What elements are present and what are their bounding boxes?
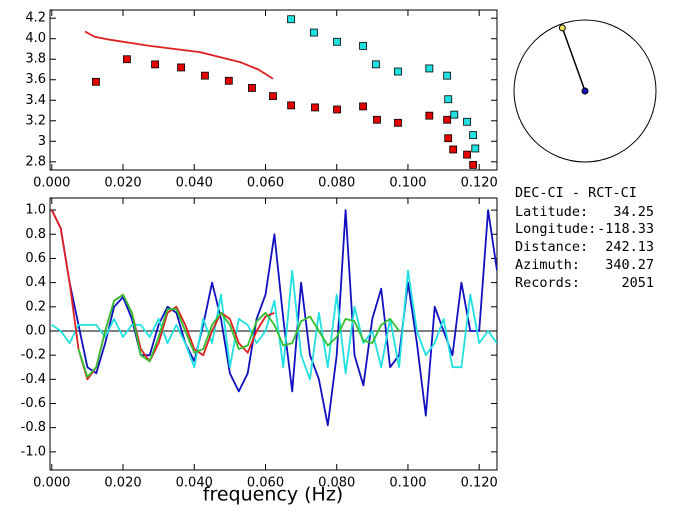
info-label: Distance: xyxy=(515,239,588,255)
y-tick-label: 3.6 xyxy=(25,72,46,87)
data-point xyxy=(373,115,381,124)
y-tick-label: 4.0 xyxy=(25,31,46,46)
x-tick-label: 0.040 xyxy=(176,476,213,491)
y-tick-label: -0.6 xyxy=(21,396,46,411)
source-marker xyxy=(581,87,589,95)
x-tick-label: 0.000 xyxy=(33,476,70,491)
data-point xyxy=(425,64,434,73)
data-line xyxy=(50,209,275,381)
x-tick-label: 0.020 xyxy=(104,176,141,191)
data-point xyxy=(177,63,185,72)
data-point xyxy=(359,102,367,111)
data-point xyxy=(425,111,434,120)
plot-area xyxy=(84,15,480,169)
x-tick-label: 0.080 xyxy=(318,176,355,191)
data-point xyxy=(248,84,256,92)
plot-frame xyxy=(49,197,498,471)
data-point xyxy=(92,77,100,86)
info-title: DEC-CI - RCT-CI xyxy=(515,185,637,201)
info-value: 2051 xyxy=(621,275,654,291)
y-tick-label: -1.0 xyxy=(21,444,46,459)
data-point xyxy=(287,101,296,110)
info-value: 242.13 xyxy=(605,239,654,255)
plot-area xyxy=(50,209,497,427)
info-label: Longitude: xyxy=(515,221,596,237)
x-tick-label: 0.080 xyxy=(318,476,355,491)
data-point xyxy=(224,76,233,85)
station-marker xyxy=(558,24,566,32)
y-tick-label: 3.8 xyxy=(25,52,46,67)
data-point xyxy=(444,95,453,104)
y-tick-label: 2.8 xyxy=(25,154,46,169)
info-value: 340.27 xyxy=(605,257,654,273)
y-tick-label: 0.2 xyxy=(25,299,46,314)
info-label: Records: xyxy=(515,275,580,291)
y-tick-label: 0.0 xyxy=(25,323,46,338)
y-tick-label: 1.0 xyxy=(25,203,46,218)
data-point xyxy=(394,118,402,127)
map-circle xyxy=(513,19,657,163)
data-point xyxy=(372,60,380,69)
data-point xyxy=(443,115,452,124)
data-point xyxy=(463,150,471,159)
data-line xyxy=(84,30,274,80)
y-tick-label: 3.2 xyxy=(25,113,46,128)
y-tick-label: 3.4 xyxy=(25,93,46,108)
y-tick-label: -0.8 xyxy=(21,420,46,435)
data-point xyxy=(287,15,296,24)
x-tick-label: 0.100 xyxy=(389,476,426,491)
info-value: -118.33 xyxy=(597,221,654,237)
data-point xyxy=(444,134,453,143)
data-point xyxy=(359,41,367,50)
data-point xyxy=(394,67,402,76)
data-point xyxy=(311,103,319,112)
info-label: Latitude: xyxy=(515,204,588,220)
plot-frame xyxy=(49,9,498,171)
data-point xyxy=(151,60,159,69)
data-point xyxy=(310,28,318,37)
data-point xyxy=(269,92,277,101)
x-tick-label: 0.060 xyxy=(247,176,284,191)
data-point xyxy=(333,37,341,46)
x-tick-label: 0.040 xyxy=(176,176,213,191)
data-line xyxy=(50,209,497,427)
y-tick-label: 0.4 xyxy=(25,275,46,290)
x-tick-label: 0.060 xyxy=(247,476,284,491)
x-tick-label: 0.020 xyxy=(104,476,141,491)
info-value: 34.25 xyxy=(613,204,654,220)
data-point xyxy=(463,117,471,126)
data-point xyxy=(469,160,478,169)
azimuth-line xyxy=(561,27,586,92)
y-tick-label: 4.2 xyxy=(25,11,46,26)
data-line xyxy=(51,269,497,381)
data-point xyxy=(333,105,341,114)
x-axis-label: frequency (Hz) xyxy=(203,484,343,506)
y-tick-label: 3 xyxy=(38,134,46,149)
data-line xyxy=(77,293,400,378)
y-tick-label: 0.8 xyxy=(25,227,46,242)
y-tick-label: 0.6 xyxy=(25,251,46,266)
data-point xyxy=(469,131,478,140)
x-tick-label: 0.120 xyxy=(461,476,498,491)
data-point xyxy=(201,71,209,80)
data-point xyxy=(123,55,131,64)
x-tick-label: 0.100 xyxy=(389,176,426,191)
x-tick-label: 0.120 xyxy=(461,176,498,191)
data-point xyxy=(449,145,458,154)
x-tick-label: 0.000 xyxy=(33,176,70,191)
y-tick-label: -0.2 xyxy=(21,348,46,363)
y-tick-label: -0.4 xyxy=(21,372,46,387)
data-point xyxy=(450,110,459,119)
data-point xyxy=(471,144,480,153)
info-label: Azimuth: xyxy=(515,257,580,273)
data-point xyxy=(443,71,452,80)
